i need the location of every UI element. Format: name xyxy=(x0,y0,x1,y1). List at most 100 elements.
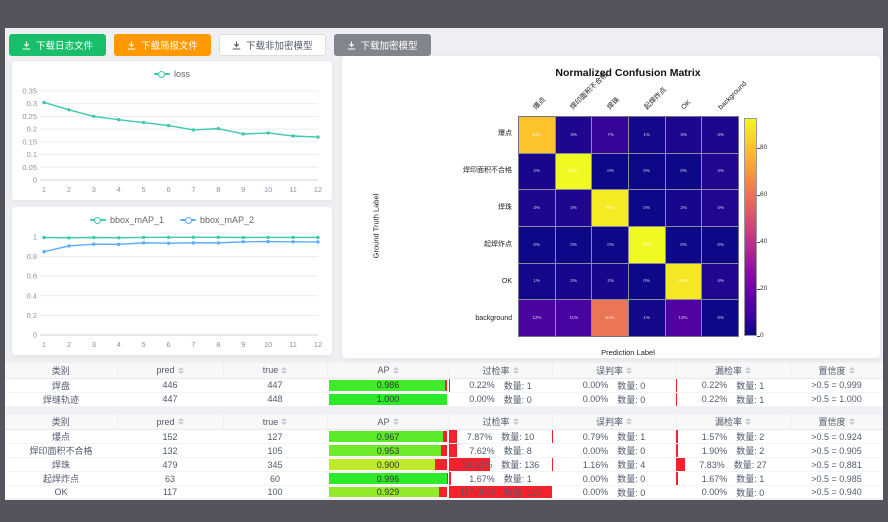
colorbar-tick-label: 0 xyxy=(760,332,764,339)
matrix-cell: 1% xyxy=(519,263,555,300)
header-overdetect[interactable]: 过检率 xyxy=(449,363,553,379)
matrix-col-label: OK xyxy=(680,99,693,112)
svg-text:12: 12 xyxy=(314,185,322,194)
header-ap[interactable]: AP xyxy=(327,414,450,430)
matrix-cell: 2% xyxy=(555,263,592,300)
sort-icon[interactable] xyxy=(177,418,184,426)
sort-icon[interactable] xyxy=(848,418,855,426)
cell-miss: 0.22% 数量: 1 xyxy=(676,392,790,407)
cell-ap: 0.996 xyxy=(327,471,449,486)
colorbar-tick xyxy=(757,195,760,197)
matrix-cell: 0% xyxy=(665,227,702,263)
header-misjudge[interactable]: 误判率 xyxy=(552,414,677,430)
table-header-row: 类别 pred true AP 过检率 误判率 漏检率 置信度 xyxy=(5,363,883,379)
svg-text:11: 11 xyxy=(289,185,297,194)
rate-cell-content: 0.00% 数量: 0 xyxy=(582,445,646,457)
svg-text:8: 8 xyxy=(216,185,220,194)
cell-ap: 0.900 xyxy=(327,457,449,472)
sort-icon[interactable] xyxy=(512,418,519,426)
cell-ap: 0.967 xyxy=(327,429,449,444)
cell-miss: 1.67% 数量: 1 xyxy=(676,471,790,486)
sort-icon[interactable] xyxy=(626,418,632,426)
legend-item-loss[interactable]: loss xyxy=(153,69,190,79)
colorbar-tick-label: 20 xyxy=(760,285,768,293)
header-true[interactable]: true xyxy=(223,363,328,379)
header-overdetect[interactable]: 过检率 xyxy=(449,414,553,430)
matrix-col-label: 起焊炸点 xyxy=(643,86,668,112)
cell-miss: 0.00% 数量: 0 xyxy=(676,485,790,499)
matrix-cell: 0% xyxy=(592,153,628,190)
header-pred[interactable]: pred xyxy=(117,363,224,379)
sort-icon[interactable] xyxy=(281,366,288,374)
sort-icon[interactable] xyxy=(745,418,751,426)
download-report-button[interactable]: 下载简报文件 xyxy=(114,34,212,56)
colorbar-tick xyxy=(757,148,760,150)
colorbar-tick-label: 80 xyxy=(760,144,768,152)
header-confidence[interactable]: 置信度 xyxy=(790,414,883,430)
header-miss[interactable]: 漏检率 xyxy=(676,414,791,430)
matrix-cell: 3% xyxy=(555,117,592,153)
svg-text:6: 6 xyxy=(166,185,170,194)
rate-cell-content: 0.79% 数量: 1 xyxy=(552,430,676,443)
rate-cell-content: 0.00% 数量: 0 xyxy=(582,394,646,405)
matrix-cell: 11% xyxy=(555,300,592,336)
legend-label: bbox_mAP_1 xyxy=(109,215,164,225)
header-ap[interactable]: AP xyxy=(327,363,450,379)
download-encrypted-model-button[interactable]: 下载加密模型 xyxy=(333,34,431,56)
svg-text:5: 5 xyxy=(142,340,146,349)
matrix-row-label: background xyxy=(475,314,512,322)
matrix-cell: 2% xyxy=(519,153,555,190)
button-label: 下载非加密模型 xyxy=(246,41,313,52)
cell-confidence: >0.5 = 0.940 xyxy=(790,485,883,499)
cell-overdetect: 0.00% 数量: 0 xyxy=(449,392,552,407)
matrix-cell: 0% xyxy=(629,190,665,226)
header-miss[interactable]: 漏检率 xyxy=(676,363,791,379)
svg-text:8: 8 xyxy=(216,340,220,349)
sort-icon[interactable] xyxy=(848,366,855,374)
colorbar-tick xyxy=(757,289,760,291)
matrix-row-label: 起焊炸点 xyxy=(484,240,512,248)
svg-text:0.25: 0.25 xyxy=(22,112,37,121)
ap-bar: 0.996 xyxy=(329,473,447,484)
matrix-cell: 0% xyxy=(629,153,665,190)
colorbar-tick xyxy=(757,242,760,244)
matrix-cell: 0% xyxy=(555,227,592,263)
cell-misjudge: 0.00% 数量: 0 xyxy=(552,443,676,458)
legend-item-bbox_mAP_2[interactable]: bbox_mAP_2 xyxy=(180,215,254,225)
download-plain-model-button[interactable]: 下载非加密模型 xyxy=(219,34,326,56)
svg-text:6: 6 xyxy=(166,340,170,349)
matrix-cell: 89% xyxy=(665,263,702,300)
sort-icon[interactable] xyxy=(745,366,751,374)
svg-text:0.15: 0.15 xyxy=(22,137,37,146)
download-icon xyxy=(232,41,241,50)
svg-text:0.6: 0.6 xyxy=(27,272,37,281)
legend-item-bbox_mAP_1[interactable]: bbox_mAP_1 xyxy=(89,215,164,225)
cell-pred: 152 xyxy=(117,429,223,444)
cell-category: 焊印面积不合格 xyxy=(5,443,117,458)
ap-bar: 0.900 xyxy=(329,459,447,470)
cell-true: 345 xyxy=(223,457,327,472)
cell-pred: 117 xyxy=(117,485,223,499)
sort-icon[interactable] xyxy=(177,366,184,374)
svg-text:4: 4 xyxy=(117,185,121,194)
cell-true: 448 xyxy=(223,392,327,407)
svg-text:10: 10 xyxy=(264,185,272,194)
sort-icon[interactable] xyxy=(512,366,519,374)
matrix-cell: 3% xyxy=(702,117,738,153)
download-log-button[interactable]: 下载日志文件 xyxy=(9,34,107,56)
matrix-cell: 1% xyxy=(629,117,665,153)
header-true[interactable]: true xyxy=(223,414,328,430)
header-confidence[interactable]: 置信度 xyxy=(790,363,883,379)
sort-icon[interactable] xyxy=(392,366,399,374)
sort-icon[interactable] xyxy=(392,418,399,426)
matrix-cell: 0% xyxy=(629,263,665,300)
matrix-row-label: 焊印面积不合格 xyxy=(463,167,512,175)
cell-ap: 1.000 xyxy=(327,392,449,407)
header-misjudge[interactable]: 误判率 xyxy=(552,363,677,379)
matrix-cell: 2% xyxy=(665,190,702,226)
cell-category: 焊盘 xyxy=(5,378,117,393)
sort-icon[interactable] xyxy=(626,366,632,374)
sort-icon[interactable] xyxy=(281,418,288,426)
header-pred[interactable]: pred xyxy=(117,414,224,430)
